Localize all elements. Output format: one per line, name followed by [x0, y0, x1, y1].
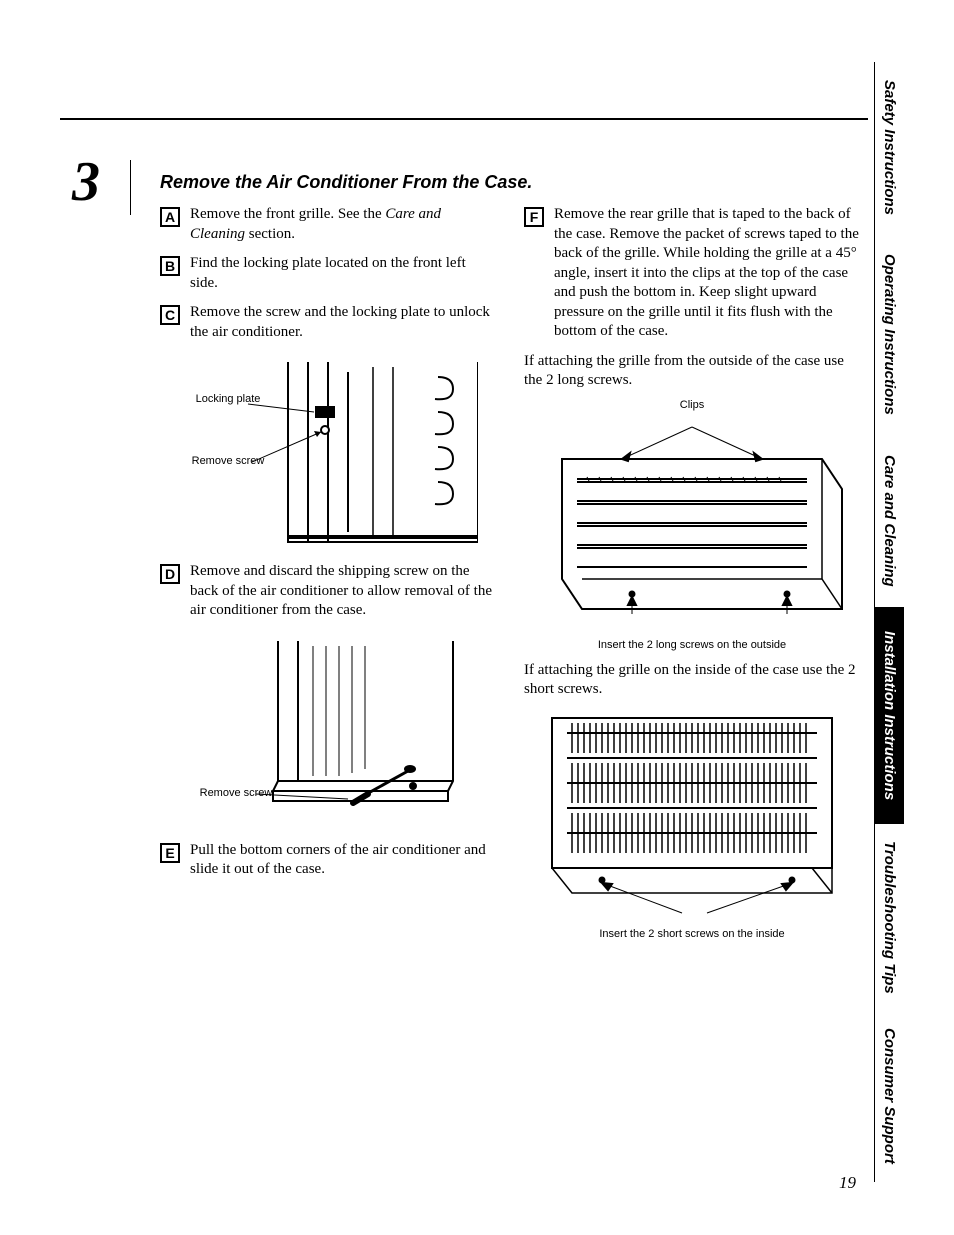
figure-shipping-screw: Remove screw: [198, 631, 458, 831]
tab-consumer-support[interactable]: Consumer Support: [874, 1010, 904, 1182]
step-letter-e: E: [160, 843, 180, 863]
tab-safety[interactable]: Safety Instructions: [874, 62, 904, 234]
step-letter-d: D: [160, 564, 180, 584]
step-c-text: Remove the screw and the locking plate t…: [190, 303, 496, 342]
figure-locking-plate: Locking plate Remove screw: [178, 352, 478, 552]
tab-care[interactable]: Care and Cleaning: [874, 435, 904, 607]
step-a: A Remove the front grille. See the Care …: [160, 205, 496, 244]
step-e-text: Pull the bottom corners of the air condi…: [190, 841, 496, 880]
para-outside: If attaching the grille from the outside…: [524, 352, 860, 391]
label-remove-screw-2: Remove screw: [200, 787, 273, 799]
step-letter-c: C: [160, 305, 180, 325]
tab-troubleshooting[interactable]: Troubleshooting Tips: [874, 824, 904, 1011]
step-letter-f: F: [524, 207, 544, 227]
label-locking-plate: Locking plate: [196, 393, 261, 405]
left-column: A Remove the front grille. See the Care …: [160, 205, 496, 950]
tab-operating[interactable]: Operating Instructions: [874, 234, 904, 436]
step-b-text: Find the locking plate located on the fr…: [190, 254, 496, 293]
figure-clips-wrap: Clips: [524, 399, 860, 651]
step-f-text: Remove the rear grille that is taped to …: [554, 205, 860, 342]
step-number: 3: [72, 150, 100, 214]
caption-long-screws: Insert the 2 long screws on the outside: [524, 639, 860, 651]
step-letter-b: B: [160, 256, 180, 276]
side-tabs: Safety Instructions Operating Instructio…: [874, 62, 904, 1182]
svg-text:Locking plate: Locking plate: [196, 393, 261, 405]
figure-clips: [532, 419, 852, 629]
step-b: B Find the locking plate located on the …: [160, 254, 496, 293]
page-number: 19: [839, 1173, 856, 1193]
step-f: F Remove the rear grille that is taped t…: [524, 205, 860, 342]
step-a-pre: Remove the front grille. See the: [190, 206, 385, 222]
right-column: F Remove the rear grille that is taped t…: [524, 205, 860, 950]
step-a-post: section.: [245, 226, 295, 242]
svg-text:Remove screw: Remove screw: [200, 787, 273, 799]
columns: A Remove the front grille. See the Care …: [160, 205, 860, 950]
header-rule: [60, 118, 868, 120]
step-d: D Remove and discard the shipping screw …: [160, 562, 496, 621]
figure-inside: [532, 708, 852, 918]
step-c: C Remove the screw and the locking plate…: [160, 303, 496, 342]
tab-installation[interactable]: Installation Instructions: [874, 607, 904, 824]
step-e: E Pull the bottom corners of the air con…: [160, 841, 496, 880]
para-inside: If attaching the grille on the inside of…: [524, 661, 860, 700]
step-a-text: Remove the front grille. See the Care an…: [190, 205, 496, 244]
step-divider: [130, 160, 131, 215]
label-clips: Clips: [524, 399, 860, 411]
page: Safety Instructions Operating Instructio…: [0, 0, 954, 1235]
step-d-text: Remove and discard the shipping screw on…: [190, 562, 496, 621]
caption-short-screws: Insert the 2 short screws on the inside: [524, 928, 860, 940]
section-title: Remove the Air Conditioner From the Case…: [160, 172, 860, 193]
step-letter-a: A: [160, 207, 180, 227]
content-area: Remove the Air Conditioner From the Case…: [160, 172, 860, 950]
